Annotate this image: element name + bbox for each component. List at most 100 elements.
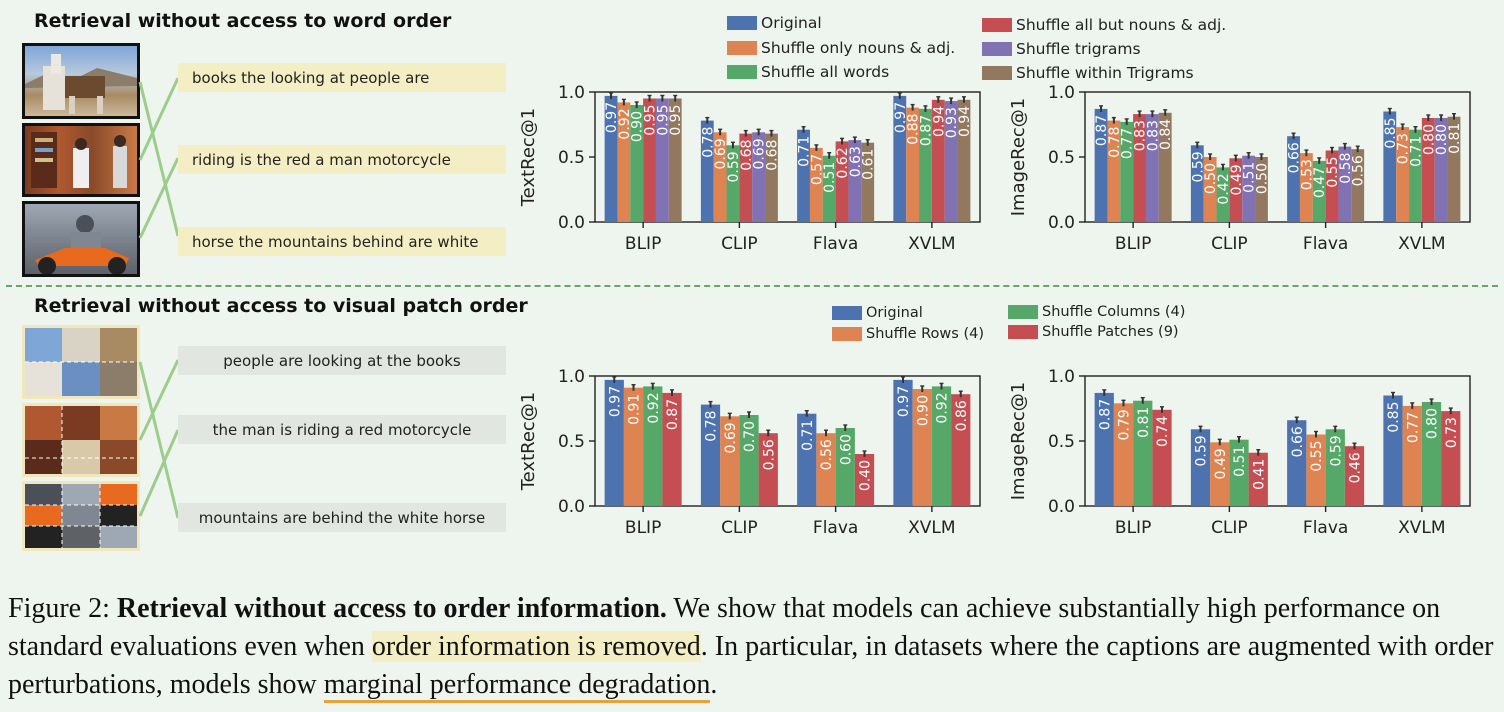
bar-value-label: 0.79 — [1117, 409, 1133, 440]
bar-value-label: 0.59 — [1190, 151, 1206, 182]
bar — [893, 95, 907, 222]
legend-item-shuffle-columns: Shuffle Columns (4) — [1008, 304, 1185, 320]
chart-top-imagerec: 0.00.51.0ImageRec@1BLIP0.870.780.770.830… — [1008, 84, 1471, 254]
bar-value-label: 0.51 — [1242, 162, 1258, 193]
bar — [1094, 392, 1114, 506]
legend-swatch — [832, 327, 862, 341]
y-tick-label: 1.0 — [558, 84, 585, 103]
legend-item-shuffle-rows: Shuffle Rows (4) — [832, 326, 984, 342]
bar-value-label: 0.90 — [630, 111, 646, 142]
bottom-caption-3: mountains are behind the white horse — [178, 503, 506, 532]
legend-item-original-top: Original — [727, 14, 822, 32]
motorcycle-photo-art — [35, 215, 129, 274]
bar — [655, 98, 669, 222]
bar-value-label: 0.55 — [1309, 441, 1325, 472]
bar — [1383, 111, 1397, 222]
bar-value-label: 0.57 — [809, 154, 825, 185]
x-tick-label: XVLM — [908, 234, 955, 254]
bar-value-label: 0.92 — [935, 392, 951, 423]
bar — [726, 145, 740, 222]
bar-value-label: 0.77 — [1405, 412, 1421, 443]
bottom-connector-lines — [138, 359, 180, 519]
bar-value-label: 0.73 — [1444, 417, 1460, 448]
legend-swatch — [982, 66, 1012, 80]
x-tick-label: Flava — [813, 234, 858, 254]
caption-text-1: We show that models can achieve substant… — [8, 593, 1441, 662]
figure-caption: Figure 2: Retrieval without access to or… — [8, 590, 1498, 704]
bar — [854, 454, 875, 506]
bar — [822, 155, 836, 222]
bar-value-label: 0.61 — [861, 149, 877, 180]
legend-item-original-bottom: Original — [832, 305, 923, 321]
bar-value-label: 0.59 — [1194, 435, 1210, 466]
bar-value-label: 0.87 — [918, 115, 934, 146]
legend-item-shuffle-nouns: Shuffle only nouns & adj. — [727, 39, 955, 57]
bar — [1351, 149, 1365, 222]
bar-value-label: 0.91 — [627, 394, 643, 425]
y-tick-label: 0.5 — [558, 148, 585, 168]
bar-value-label: 0.87 — [1094, 115, 1110, 146]
bar — [662, 392, 682, 506]
y-tick-label: 1.0 — [558, 368, 585, 387]
bar — [1383, 395, 1403, 506]
bar — [1396, 127, 1410, 222]
x-tick-label: Flava — [1303, 234, 1348, 254]
bar-value-label: 0.78 — [1107, 127, 1123, 158]
x-tick-label: XVLM — [1398, 234, 1445, 254]
bar-value-label: 0.88 — [906, 114, 922, 145]
bar — [944, 101, 958, 222]
bar-value-label: 0.87 — [1097, 399, 1113, 430]
bar — [1190, 145, 1204, 222]
bar — [809, 147, 823, 222]
horse-photo — [22, 43, 140, 119]
bar-value-label: 0.78 — [704, 411, 720, 442]
shuffled-motorcycle-photo — [22, 481, 140, 551]
bar — [816, 433, 836, 506]
bar-value-label: 0.56 — [1351, 155, 1367, 186]
bar — [1255, 157, 1268, 222]
bar-value-label: 0.97 — [893, 102, 909, 133]
y-tick-label: 0.5 — [558, 432, 585, 452]
bar-value-label: 0.60 — [838, 434, 854, 465]
bar-value-label: 0.69 — [713, 138, 729, 169]
bar-value-label: 0.71 — [1408, 136, 1424, 167]
top-connector-lines — [138, 77, 180, 239]
bottom-caption-1: people are looking at the books — [178, 346, 506, 375]
bar-value-label: 0.95 — [655, 105, 671, 136]
bottom-caption-2: the man is riding a red motorcycle — [178, 415, 506, 444]
bar — [1441, 411, 1461, 506]
bar — [668, 98, 682, 222]
shuffled-motorcycle-art — [25, 484, 137, 548]
bar — [931, 386, 952, 506]
caption-text-3: . — [710, 669, 718, 700]
legend-label: Shuffle Rows (4) — [866, 326, 984, 342]
y-tick-label: 0.5 — [1048, 432, 1075, 452]
bar — [1210, 442, 1230, 506]
bar — [752, 132, 766, 222]
legend-label: Shuffle only nouns & adj. — [761, 39, 956, 57]
bar-value-label: 0.71 — [797, 136, 813, 167]
bar-value-label: 0.56 — [819, 439, 835, 470]
bar — [1248, 452, 1268, 506]
bar-value-label: 0.80 — [1434, 124, 1450, 155]
bar — [951, 394, 971, 506]
y-axis-label: TextRec@1 — [518, 392, 539, 492]
bar-value-label: 0.97 — [896, 386, 912, 417]
bar — [797, 413, 817, 506]
legend-swatch — [727, 65, 757, 79]
bar — [906, 107, 920, 222]
bar-value-label: 0.94 — [957, 106, 973, 137]
x-tick-label: BLIP — [1115, 234, 1151, 254]
bar-value-label: 0.63 — [848, 146, 864, 177]
bar — [1299, 153, 1313, 222]
bar — [1133, 400, 1153, 506]
bar-value-label: 0.71 — [800, 420, 816, 451]
bar — [1421, 402, 1442, 506]
bar — [848, 140, 862, 222]
y-tick-label: 0.0 — [1048, 213, 1075, 233]
legend-swatch — [727, 41, 757, 55]
y-tick-label: 0.0 — [558, 497, 585, 517]
bar-value-label: 0.59 — [1328, 435, 1344, 466]
legend-item-shuffle-all: Shuffle all words — [727, 63, 889, 81]
